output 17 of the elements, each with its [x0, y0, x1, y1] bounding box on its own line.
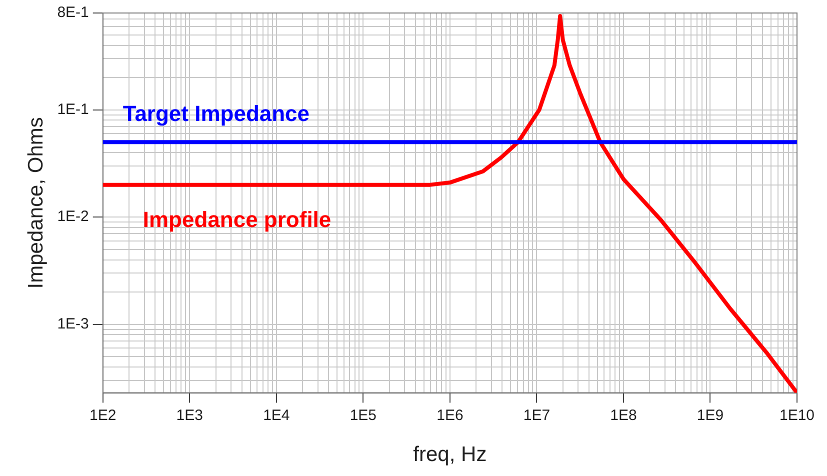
series-label: Impedance profile — [142, 206, 332, 232]
y-tick-label: 1E-1 — [57, 100, 89, 118]
x-tick-label: 1E6 — [436, 406, 464, 424]
x-axis-title: freq, Hz — [413, 443, 487, 466]
y-tick-label: 1E-3 — [57, 315, 89, 332]
y-tick-label: 8E-1 — [57, 4, 89, 22]
x-tick-label: 1E7 — [523, 406, 550, 424]
x-tick-label: 1E2 — [90, 406, 116, 424]
x-tick-label: 1E4 — [263, 406, 290, 424]
x-tick-label: 1E3 — [176, 406, 203, 424]
y-tick-label: 1E-2 — [57, 208, 89, 226]
x-tick-label: 1E5 — [350, 406, 377, 424]
x-tick-label: 1E8 — [610, 406, 637, 424]
x-tick-label: 1E9 — [696, 406, 724, 424]
x-tick-label: 1E10 — [779, 406, 815, 424]
ref-line-label: Target Impedance — [122, 101, 310, 126]
y-axis-title: Impedance, Ohms — [24, 117, 48, 289]
